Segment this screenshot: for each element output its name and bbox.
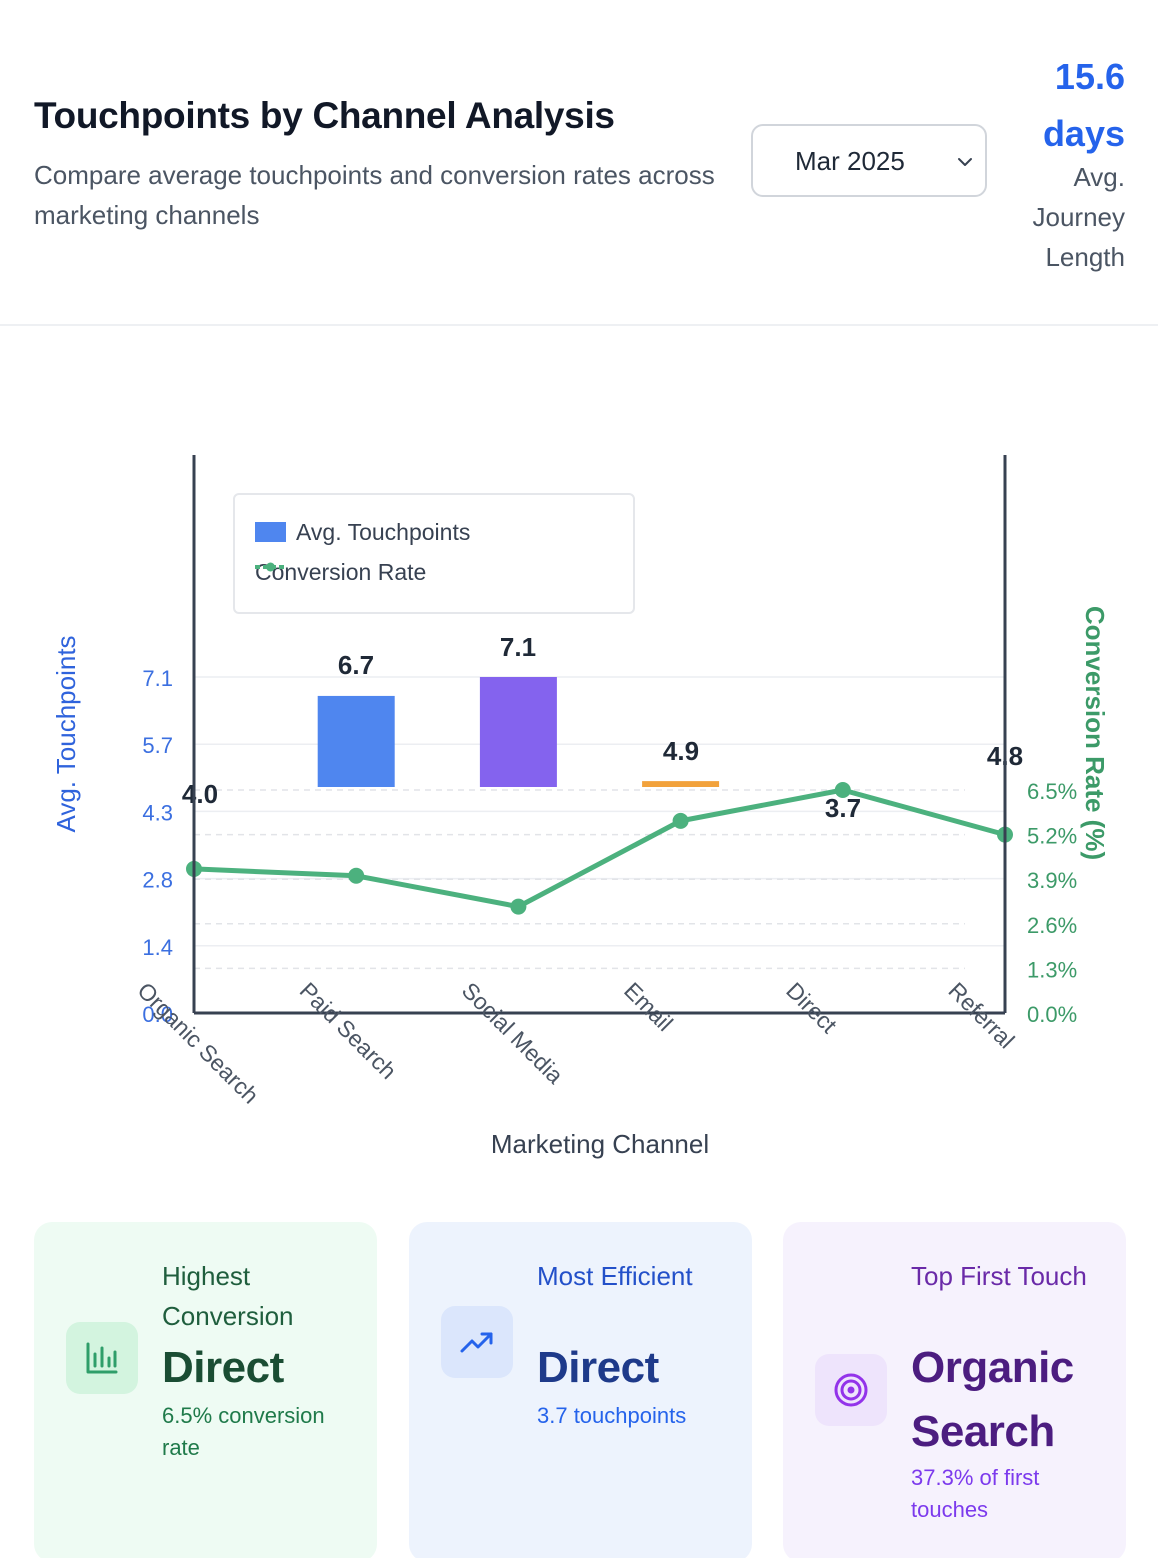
page-title: Touchpoints by Channel Analysis [34,95,615,136]
card-value: Direct [162,1343,284,1392]
x-tick-label: Direct [781,977,842,1038]
x-tick-label: Email [619,977,678,1036]
month-select-value: Mar 2025 [795,146,905,176]
y-tick-label: 1.4 [142,935,173,960]
y2-tick-label: 5.2% [1027,824,1077,849]
legend-bar-swatch [255,522,286,542]
bar [642,781,720,787]
line-point [834,782,851,798]
touchpoints-chart: 0.0 1.4 2.8 4.3 5.7 7.1 0.0% 1.3% 2.6% 3.9% 5.2% 6.… [51,455,1110,1159]
legend-line-swatch [255,562,286,572]
card-highest-conversion: Highest Conversion Direct 6.5% conversio… [34,1222,377,1558]
page-subtitle: Compare average touchpoints and conversi… [34,160,715,230]
x-tick-label: Paid Search [295,977,402,1084]
chart-legend: Avg. Touchpoints Conversion Rate [233,493,635,614]
card-most-efficient: Most Efficient Direct 3.7 touchpoints [409,1222,752,1558]
y2-axis-title: Conversion Rate (%) [1080,606,1110,860]
y2-tick-label: 1.3% [1027,957,1077,982]
y-tick-label: 4.3 [142,800,173,825]
kpi-value: 15.6 days [1042,56,1125,154]
y-tick-label: 5.7 [142,733,173,758]
bar [479,677,557,787]
x-tick-label: Organic Search [132,977,263,1108]
card-label: Highest Conversion [162,1261,294,1331]
legend-label: Conversion Rate [255,558,427,585]
bar-data-label: 3.7 [825,793,861,823]
x-tick-label: Referral [943,977,1019,1053]
chevron-down-icon [958,158,972,166]
bar-data-label: 4.9 [663,736,699,766]
header: Touchpoints by Channel Analysis Compare … [0,0,1158,326]
y-tick-label: 2.8 [142,868,173,893]
legend-item-touchpoints[interactable]: Avg. Touchpoints [255,517,470,547]
card-label: Top First Touch [911,1261,1087,1291]
x-axis-title: Marketing Channel [491,1129,709,1159]
card-top-first-touch: Top First Touch Organic Search 37.3% of … [783,1222,1126,1558]
legend-label: Avg. Touchpoints [296,518,471,545]
line-point [510,898,527,915]
bar-data-label: 6.7 [338,650,374,680]
target-icon [815,1354,887,1426]
card-value: Organic Search [911,1343,1074,1456]
kpi-label: Avg. Journey Length [1032,162,1126,272]
bar-data-label: 4.0 [182,779,218,809]
card-note: 37.3% of first touches [911,1465,1040,1522]
x-tick-label: Social Media [457,977,569,1089]
card-note: 6.5% conversion rate [162,1403,325,1460]
month-select[interactable]: Mar 2025 [751,124,987,197]
y2-tick-label: 2.6% [1027,913,1077,938]
line-point [348,867,365,884]
trending-up-icon [441,1306,513,1378]
y-tick-label: 7.1 [142,666,173,691]
y2-tick-label: 3.9% [1027,868,1077,893]
card-label: Most Efficient [537,1261,693,1291]
y-axis-title: Avg. Touchpoints [51,635,81,832]
card-note: 3.7 touchpoints [537,1403,687,1428]
line-point [672,812,689,829]
conversion-line [193,787,1006,910]
card-value: Direct [537,1343,659,1392]
bar-chart-icon [66,1322,138,1394]
legend-item-conversion[interactable]: Conversion Rate [255,557,426,587]
y-tick-label: 0.0 [142,1002,173,1027]
bar [317,695,395,787]
y2-tick-label: 6.5% [1027,779,1077,804]
insight-cards: Highest Conversion Direct 6.5% conversio… [34,1222,1126,1558]
bar-data-label: 7.1 [500,632,536,662]
chart-area: 0.0 1.4 2.8 4.3 5.7 7.1 0.0% 1.3% 2.6% 3.9% 5.2% 6.… [0,420,1158,1180]
y2-tick-label: 0.0% [1027,1002,1077,1027]
